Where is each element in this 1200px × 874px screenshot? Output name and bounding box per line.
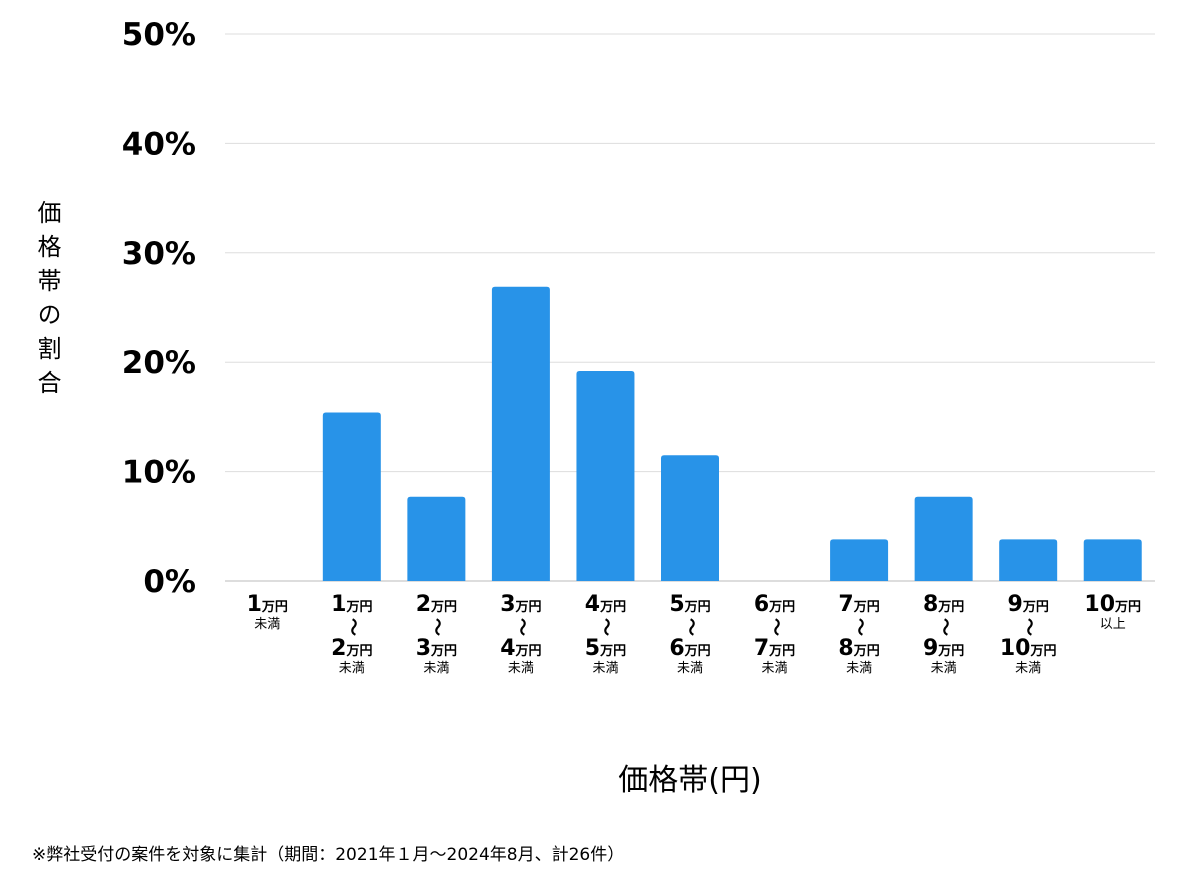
x-tick-label: 10万円以上 — [1071, 592, 1155, 632]
range-mark: 〜 — [1018, 618, 1040, 636]
tick-num: 9 — [922, 636, 939, 661]
y-axis-label: 価格帯の割合 — [33, 200, 61, 404]
tick-unit: 万円 — [346, 600, 373, 615]
tick-unit: 万円 — [600, 600, 627, 615]
range-mark: 〜 — [764, 618, 786, 636]
tick-num: 6 — [753, 592, 770, 617]
y-tick-label: 0% — [143, 564, 196, 600]
range-mark: 〜 — [510, 618, 532, 636]
tick-unit: 万円 — [1022, 600, 1049, 615]
tick-unit: 万円 — [769, 644, 796, 659]
tick-suffix: 未満 — [930, 661, 957, 676]
tick-suffix: 未満 — [676, 661, 703, 676]
tick-suffix: 未満 — [338, 661, 365, 676]
x-tick-label: 1万円未満 — [225, 592, 309, 632]
footnote: ※弊社受付の案件を対象に集計（期間：2021年１月〜2024年8月、計26件） — [32, 845, 625, 865]
bar — [830, 539, 889, 581]
bar — [999, 539, 1058, 581]
tick-num: 4 — [584, 592, 601, 617]
tick-unit: 万円 — [600, 644, 627, 659]
tick-unit: 万円 — [1030, 644, 1057, 659]
tick-suffix: 未満 — [507, 661, 534, 676]
tick-suffix: 未満 — [846, 661, 873, 676]
tick-num: 5 — [584, 636, 601, 661]
tick-num: 6 — [669, 636, 685, 661]
tick-num: 9 — [1007, 592, 1023, 617]
bar — [914, 496, 973, 581]
x-tick-label: 7万円〜 8万円 未満 — [817, 592, 901, 676]
bar — [1083, 539, 1142, 581]
tick-num: 7 — [838, 592, 854, 617]
y-tick-label: 10% — [122, 455, 196, 491]
x-tick-label: 5万円〜 6万円 未満 — [648, 592, 732, 676]
x-tick-label: 1万円〜 2万円 未満 — [310, 592, 394, 676]
tick-unit: 万円 — [1115, 600, 1142, 615]
tick-num: 8 — [922, 592, 939, 617]
tick-num: 10 — [999, 636, 1031, 661]
tick-num: 3 — [415, 636, 431, 661]
tick-unit: 万円 — [684, 600, 711, 615]
tick-unit: 万円 — [515, 600, 542, 615]
tick-unit: 万円 — [769, 600, 796, 615]
x-axis-label: 価格帯(円) — [618, 763, 762, 798]
bar — [407, 496, 466, 581]
bar — [491, 286, 550, 581]
tick-suffix: 未満 — [1015, 661, 1042, 676]
tick-unit: 万円 — [938, 644, 965, 659]
y-tick-label: 30% — [122, 236, 196, 272]
tick-num: 4 — [500, 636, 516, 661]
y-tick-label: 50% — [122, 17, 196, 53]
bar — [576, 370, 635, 581]
tick-unit: 万円 — [684, 644, 711, 659]
tick-unit: 万円 — [515, 644, 542, 659]
y-tick-label: 40% — [122, 126, 196, 162]
tick-num: 10 — [1084, 592, 1116, 617]
tick-num: 3 — [500, 592, 516, 617]
bar — [322, 412, 381, 581]
y-tick-label: 20% — [122, 345, 196, 381]
tick-suffix: 未満 — [761, 661, 788, 676]
x-tick-label: 2万円〜 3万円 未満 — [394, 592, 478, 676]
tick-unit: 万円 — [431, 600, 458, 615]
x-tick-label: 8万円〜 9万円 未満 — [902, 592, 986, 676]
tick-unit: 万円 — [853, 644, 880, 659]
tick-num: 8 — [838, 636, 854, 661]
range-mark: 〜 — [426, 618, 448, 636]
tick-unit: 万円 — [261, 600, 288, 615]
x-tick-label: 9万円〜 10万円 未満 — [986, 592, 1070, 676]
x-tick-label: 3万円〜 4万円 未満 — [479, 592, 563, 676]
tick-num: 1 — [246, 592, 262, 617]
tick-unit: 万円 — [853, 600, 880, 615]
range-mark: 〜 — [595, 618, 617, 636]
x-tick-label: 6万円〜 7万円 未満 — [733, 592, 817, 676]
tick-num: 2 — [331, 636, 347, 661]
tick-num: 7 — [753, 636, 770, 661]
range-mark: 〜 — [341, 618, 363, 636]
range-mark: 〜 — [849, 618, 871, 636]
range-mark: 〜 — [933, 618, 955, 636]
range-mark: 〜 — [680, 618, 701, 636]
tick-unit: 万円 — [938, 600, 965, 615]
tick-num: 5 — [669, 592, 685, 617]
tick-suffix: 未満 — [254, 617, 281, 632]
tick-suffix: 以上 — [1099, 617, 1126, 632]
tick-unit: 万円 — [431, 644, 458, 659]
tick-num: 2 — [415, 592, 431, 617]
tick-unit: 万円 — [346, 644, 373, 659]
tick-suffix: 未満 — [423, 661, 450, 676]
x-tick-label: 4万円〜 5万円 未満 — [563, 592, 647, 676]
bar — [661, 455, 719, 581]
tick-num: 1 — [331, 592, 347, 617]
tick-suffix: 未満 — [592, 661, 619, 676]
